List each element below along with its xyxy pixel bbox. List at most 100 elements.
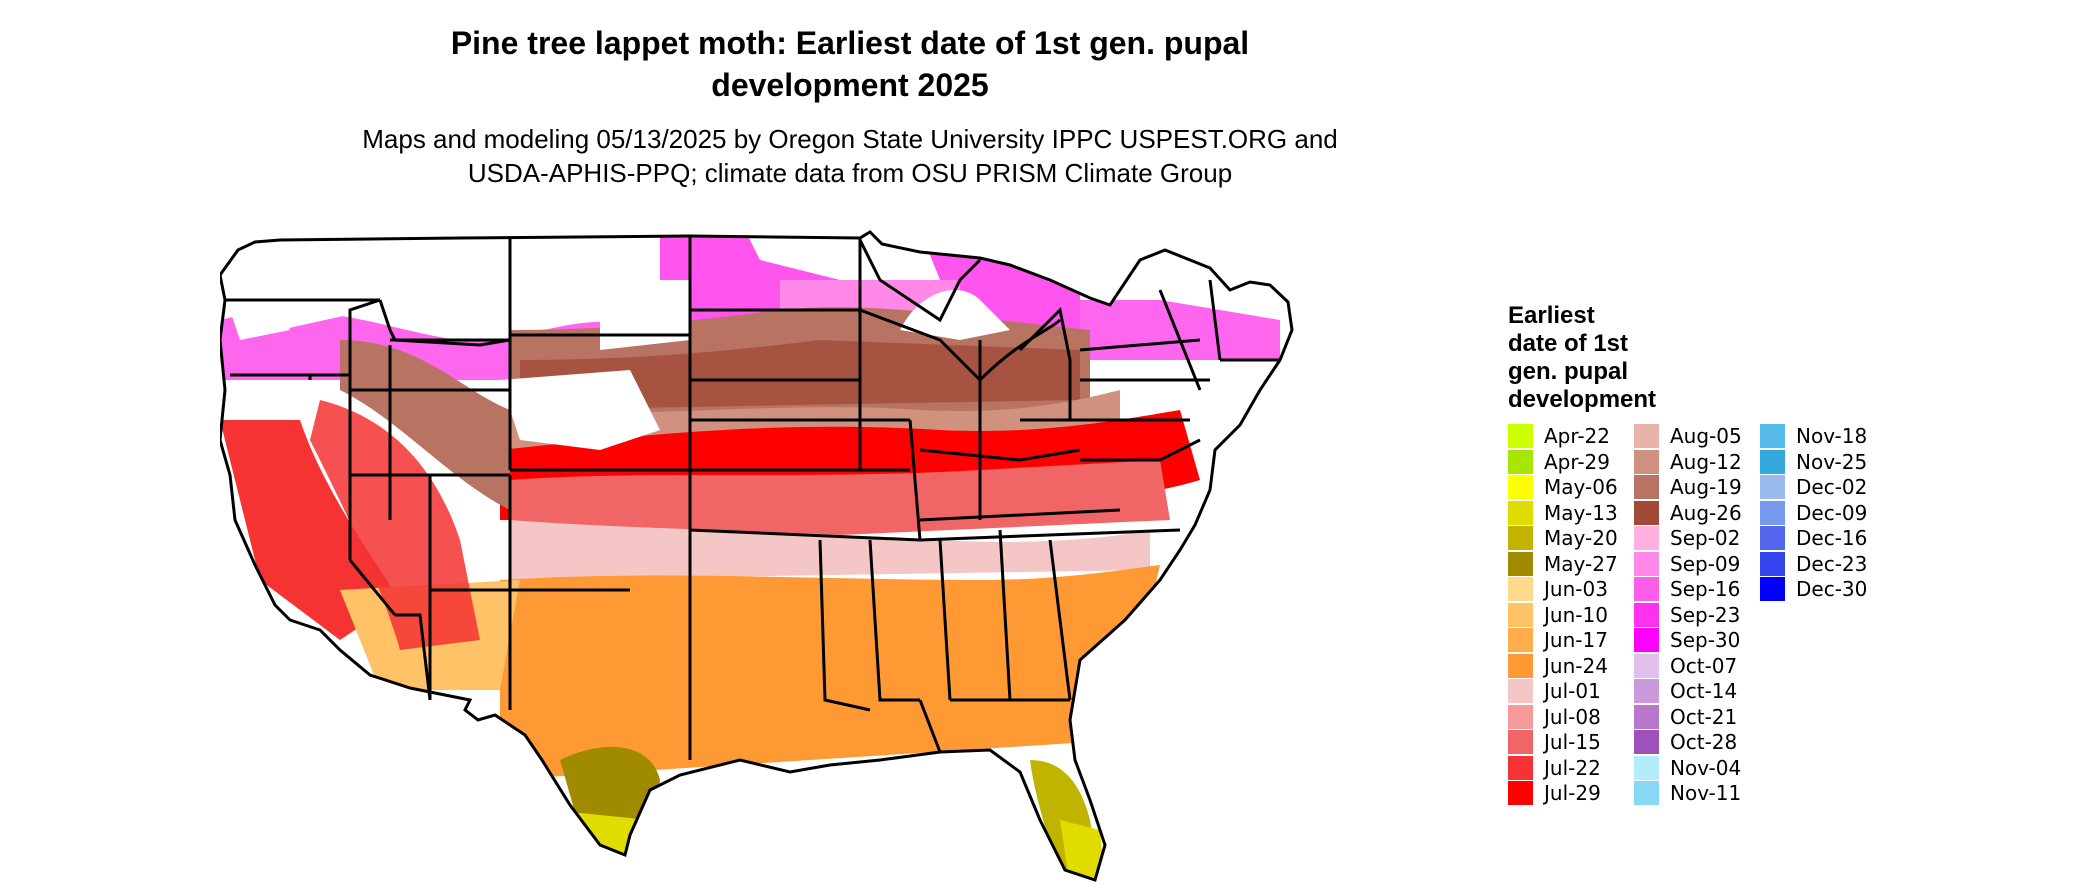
legend-title-line-4: development [1508, 386, 1657, 413]
legend-label: Dec-30 [1796, 577, 1868, 601]
map-title: Pine tree lappet moth: Earliest date of … [260, 22, 1440, 106]
legend-swatch [1508, 602, 1533, 627]
legend-item: Jun-10 [1508, 602, 1638, 628]
legend-label: May-20 [1544, 526, 1618, 550]
legend-swatch [1634, 551, 1659, 576]
legend-item: May-27 [1508, 551, 1638, 577]
legend-title-line-1: Earliest [1508, 302, 1595, 329]
legend-swatch [1508, 577, 1533, 601]
legend-item: Dec-23 [1760, 551, 1890, 577]
legend-title-line-3: gen. pupal [1508, 358, 1628, 385]
legend-label: May-27 [1544, 551, 1618, 576]
legend-item: Sep-02 [1634, 526, 1764, 551]
legend-label: Jul-08 [1544, 704, 1601, 729]
legend-swatch [1760, 551, 1785, 576]
legend-label: Oct-14 [1670, 679, 1738, 703]
map-subtitle: Maps and modeling 05/13/2025 by Oregon S… [260, 122, 1440, 190]
legend-label: Apr-22 [1544, 424, 1610, 448]
legend-swatch [1760, 424, 1785, 448]
legend-item: Dec-09 [1760, 500, 1890, 526]
legend-swatch [1634, 577, 1659, 601]
legend-label: Oct-21 [1670, 704, 1738, 729]
legend-swatch [1634, 679, 1659, 703]
legend-swatch [1634, 704, 1659, 729]
legend-label: Dec-02 [1796, 475, 1868, 499]
legend-item: Sep-30 [1634, 628, 1764, 653]
legend-item: Oct-14 [1634, 679, 1764, 704]
legend-item: Oct-07 [1634, 653, 1764, 679]
legend-label: Sep-23 [1670, 602, 1741, 627]
legend-item: May-20 [1508, 526, 1638, 551]
legend-label: Jun-24 [1544, 653, 1608, 678]
legend-label: Jul-15 [1544, 730, 1601, 754]
legend-item: Nov-04 [1634, 755, 1764, 781]
legend-swatch [1508, 653, 1533, 678]
legend-label: Jul-01 [1544, 679, 1601, 703]
legend-label: Nov-25 [1796, 449, 1868, 474]
legend-label: Sep-30 [1670, 628, 1741, 652]
legend-label: Aug-26 [1670, 500, 1742, 525]
legend-swatch [1508, 551, 1533, 576]
legend-swatch [1760, 526, 1785, 550]
legend-item: Jun-03 [1508, 577, 1638, 602]
legend-item: Sep-09 [1634, 551, 1764, 577]
legend-item: Oct-21 [1634, 704, 1764, 730]
us-map [220, 230, 1294, 882]
legend-item: Jul-29 [1508, 781, 1638, 806]
legend-swatch [1508, 679, 1533, 703]
legend-label: Aug-12 [1670, 449, 1742, 474]
legend-label: Aug-19 [1670, 475, 1742, 499]
legend-label: Jul-22 [1544, 755, 1601, 780]
legend-item: Nov-11 [1634, 781, 1764, 806]
legend-item: Sep-16 [1634, 577, 1764, 602]
map-color-bands [220, 232, 1292, 880]
map-title-line-1: Pine tree lappet moth: Earliest date of … [450, 25, 1250, 61]
legend-item: Apr-22 [1508, 424, 1638, 449]
legend-item: Nov-18 [1760, 424, 1890, 449]
legend-swatch [1634, 500, 1659, 525]
legend-item: Dec-16 [1760, 526, 1890, 551]
legend-label: Sep-09 [1670, 551, 1741, 576]
legend-item: Dec-30 [1760, 577, 1890, 602]
legend-item: Aug-05 [1634, 424, 1764, 449]
legend-swatch [1634, 449, 1659, 474]
legend-label: Oct-07 [1670, 653, 1738, 678]
legend-title-line-2: date of 1st [1508, 330, 1629, 357]
legend-swatch [1508, 730, 1533, 754]
legend-label: Nov-18 [1796, 424, 1868, 448]
legend-label: Sep-02 [1670, 526, 1741, 550]
legend-label: Sep-16 [1670, 577, 1741, 601]
legend-item: Dec-02 [1760, 475, 1890, 500]
legend-item: Sep-23 [1634, 602, 1764, 628]
legend-title: Earliest date of 1st gen. pupal developm… [1508, 302, 1708, 414]
legend-item: Apr-29 [1508, 449, 1638, 475]
legend-swatch [1634, 730, 1659, 754]
legend-swatch [1634, 781, 1659, 805]
legend-item: Jul-01 [1508, 679, 1638, 704]
legend-item: Jun-24 [1508, 653, 1638, 679]
legend-item: Nov-25 [1760, 449, 1890, 475]
legend-swatch [1508, 526, 1533, 550]
legend-item: Jul-15 [1508, 730, 1638, 755]
legend-item: May-13 [1508, 500, 1638, 526]
legend-swatch [1508, 424, 1533, 448]
legend-label: Nov-11 [1670, 781, 1742, 805]
legend-swatch [1634, 653, 1659, 678]
legend-item: Aug-19 [1634, 475, 1764, 500]
map-title-line-2: development 2025 [711, 67, 989, 103]
legend-label: May-06 [1544, 475, 1618, 499]
legend-label: Apr-29 [1544, 449, 1610, 474]
legend-swatch [1760, 500, 1785, 525]
legend-item: Aug-26 [1634, 500, 1764, 526]
legend-swatch [1508, 781, 1533, 805]
legend-swatch [1634, 424, 1659, 448]
legend-swatch [1634, 628, 1659, 652]
legend-swatch [1508, 475, 1533, 499]
legend-label: Jul-29 [1544, 781, 1601, 805]
legend-swatch [1508, 628, 1533, 652]
legend-item: Aug-12 [1634, 449, 1764, 475]
map-subtitle-line-2: USDA-APHIS-PPQ; climate data from OSU PR… [467, 158, 1233, 188]
state-boundaries [220, 230, 1294, 882]
legend-item: May-06 [1508, 475, 1638, 500]
legend-label: Aug-05 [1670, 424, 1742, 448]
